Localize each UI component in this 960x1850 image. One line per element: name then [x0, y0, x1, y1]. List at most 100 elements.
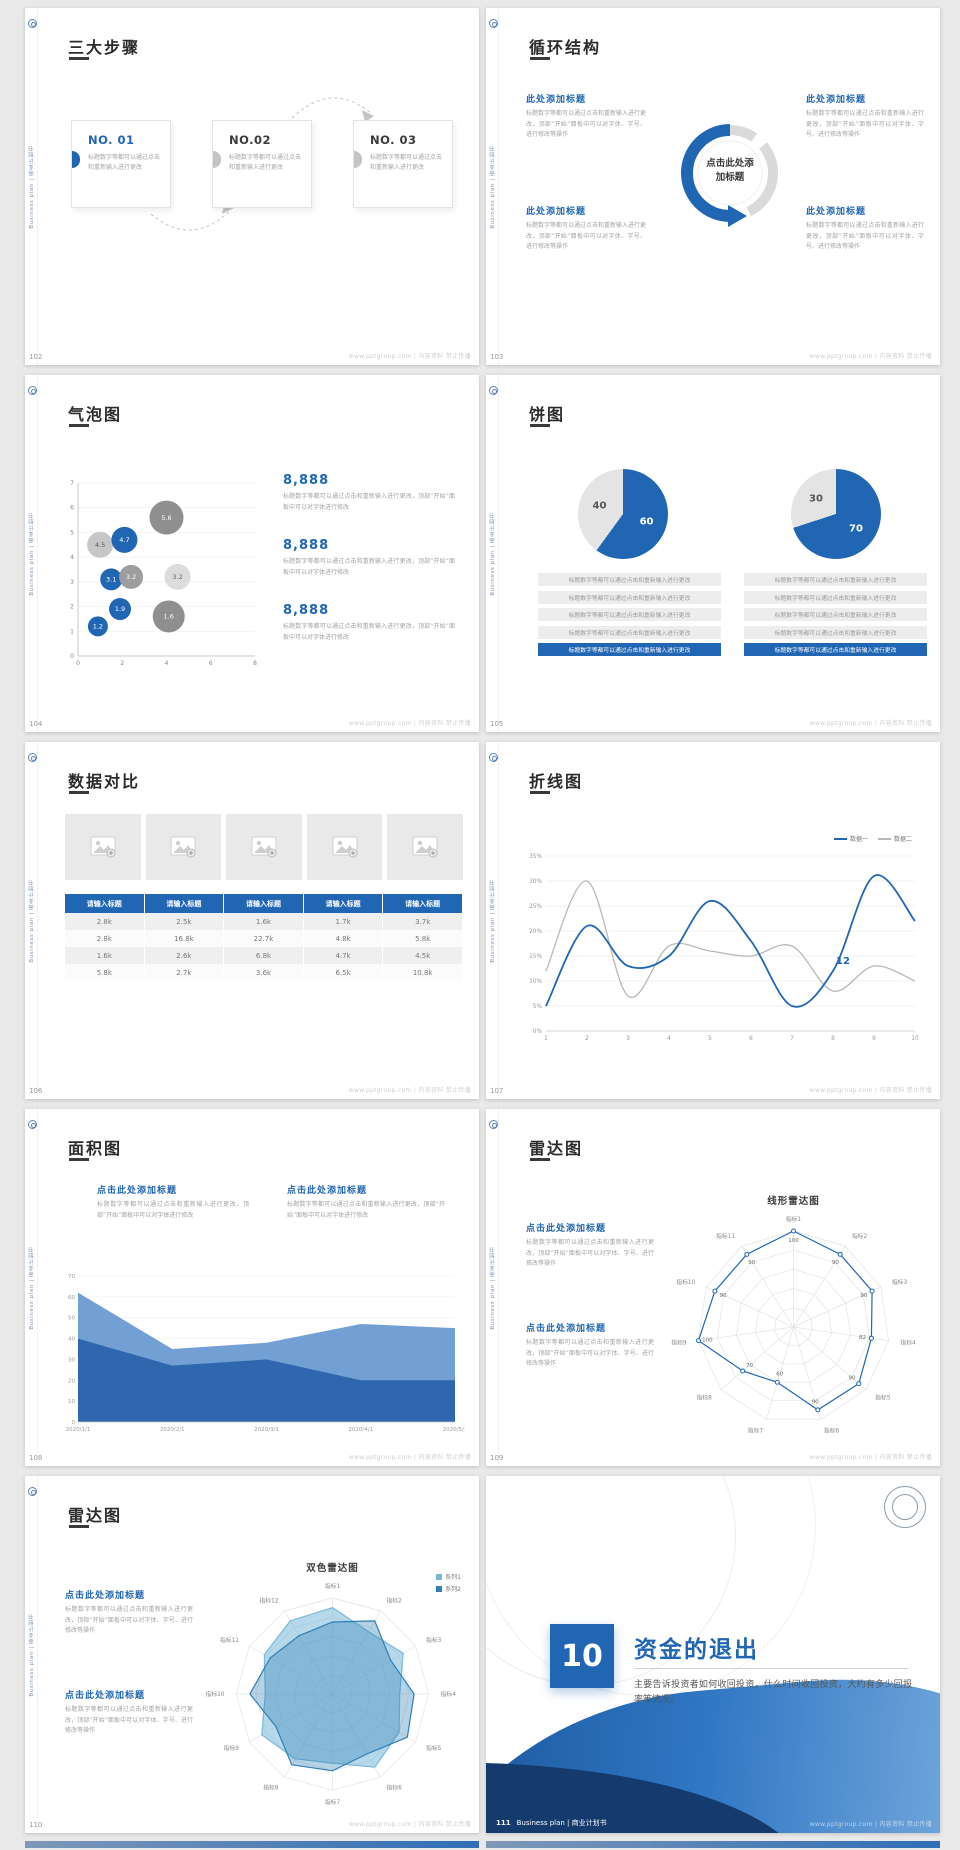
logo-icon — [28, 386, 37, 395]
svg-text:100: 100 — [702, 1337, 713, 1343]
legend-swatch — [877, 837, 891, 840]
svg-text:2020/2/1: 2020/2/1 — [160, 1427, 185, 1433]
svg-text:5: 5 — [708, 1036, 712, 1042]
block-paragraph: 标题数字等都可以通过点击和重新输入进行更改，顶部“开始”面板中可以对字体、字号、… — [526, 222, 647, 250]
slide-106-thumbnail[interactable]: Business plan | 商业计划书 数据对比 请输入标题 请输入标题 请输入… — [25, 742, 479, 1099]
svg-text:指标7: 指标7 — [325, 1798, 341, 1806]
slide-108-thumbnail[interactable]: Business plan | 商业计划书 面积图 点击此处添加标题 标题数字等… — [25, 1109, 479, 1466]
page-number: 110 — [29, 1821, 43, 1829]
block-heading: 此处添加标题 — [526, 207, 587, 217]
cycle-block-top-right: 此处添加标题 标题数字等都可以通过点击和重新输入进行更改，顶部“开始”面板中可以… — [806, 92, 924, 141]
slide-109-thumbnail[interactable]: Business plan | 商业计划书 雷达图 点击此处添加标题 标题数字等… — [486, 1109, 940, 1466]
svg-text:10: 10 — [911, 1036, 919, 1042]
svg-text:50: 50 — [68, 1316, 75, 1322]
steps-row: NO. 01 标题数字等都可以通过点击和重新输入进行更改 NO.02 标题数字等… — [71, 120, 453, 208]
pie-chart-left: 60 40 — [578, 469, 668, 559]
svg-text:指标10: 指标10 — [206, 1690, 225, 1698]
svg-text:6: 6 — [749, 1036, 753, 1042]
slide-side-strip: Business plan | 商业计划书 — [25, 1109, 38, 1466]
title-underline — [530, 791, 550, 794]
svg-text:30%: 30% — [529, 879, 542, 885]
svg-text:60: 60 — [68, 1295, 75, 1301]
slide-107-thumbnail[interactable]: Business plan | 商业计划书 折线图 数据一 数据二 0% 5% 10… — [486, 742, 940, 1099]
step-tab — [354, 151, 362, 168]
line-chart-legend: 数据一 数据二 — [833, 834, 912, 843]
text-row: 标题数字等都可以通过点击和重新输入进行更改 — [538, 573, 721, 586]
svg-text:5%: 5% — [533, 1004, 543, 1010]
university-logo-icon — [884, 1486, 926, 1528]
logo-icon — [28, 19, 37, 28]
title-underline — [69, 1525, 89, 1528]
svg-text:0: 0 — [72, 1420, 76, 1426]
logo-icon — [489, 753, 498, 762]
svg-text:指标2: 指标2 — [387, 1596, 403, 1604]
svg-text:1: 1 — [70, 628, 74, 635]
stat-block-2: 8,888 标题数字等都可以通过点击和重新输入进行更改，顶部“开始”面板中可以对… — [283, 538, 455, 578]
svg-text:指标12: 指标12 — [260, 1596, 279, 1604]
svg-text:20: 20 — [68, 1378, 75, 1384]
logo-icon — [28, 1120, 37, 1129]
step-number: NO.02 — [229, 133, 272, 147]
page-number: 106 — [29, 1087, 43, 1095]
text-row: 标题数字等都可以通过点击和重新输入进行更改 — [538, 625, 721, 639]
page-number: 102 — [29, 353, 43, 361]
slide-title: 折线图 — [529, 772, 584, 791]
cycle-block-bottom-right: 此处添加标题 标题数字等都可以通过点击和重新输入进行更改，顶部“开始”面板中可以… — [806, 204, 924, 253]
logo-icon — [489, 1120, 498, 1129]
slide-104-thumbnail[interactable]: Business plan | 商业计划书 气泡图 0 1 2 3 4 5 6 7 0 2 4 6 8 4… — [25, 375, 479, 732]
slide-111-thumbnail[interactable]: 10 资金的退出 主要告诉投资者如何收回投资，什么时间收回投资，大约有多少回报率… — [486, 1476, 940, 1833]
image-placeholder — [65, 814, 141, 880]
slide-102-thumbnail[interactable]: Business plan | 商业计划书 三大步骤 NO. 01 标题数字等都… — [25, 8, 479, 365]
svg-text:1.9: 1.9 — [115, 605, 125, 613]
cycle-arrows-diagram — [681, 124, 778, 227]
page-number: 104 — [29, 720, 43, 728]
page-number: 103 — [490, 353, 504, 361]
area-heading-block-1: 点击此处添加标题 标题数字等都可以通过点击和重新输入进行更改，顶部“开始”面板中… — [97, 1183, 249, 1221]
radar-text-block-1: 点击此处添加标题 标题数字等都可以通过点击和重新输入进行更改，顶部“开始”面板中… — [526, 1221, 654, 1270]
sidebar-vertical-text: Business plan | 商业计划书 — [29, 144, 35, 229]
slide-103-thumbnail[interactable]: Business plan | 商业计划书 循环结构 此处添加标题 标题数字等都… — [486, 8, 940, 365]
dual-radar-chart: 指标1 指标2 指标3 指标4 指标5 指标6 指标7 指标8 指标9 指标10 指标11 指标12 — [206, 1582, 457, 1806]
sidebar-vertical-text: Business plan | 商业计划书 — [490, 144, 496, 229]
svg-text:15%: 15% — [529, 954, 542, 960]
watermark-text: www.pptgroup.com | 内容资料 禁止传播 — [348, 1087, 471, 1094]
svg-text:2: 2 — [585, 1036, 589, 1042]
section-description: 主要告诉投资者如何收回投资，什么时间收回投资，大约有多少回报率等情况。 — [634, 1680, 912, 1706]
svg-text:100: 100 — [788, 1238, 799, 1244]
stat-paragraph: 标题数字等都可以通过点击和重新输入进行更改，顶部“开始”面板中可以对字体进行修改 — [283, 493, 455, 511]
svg-text:指标11: 指标11 — [220, 1636, 239, 1644]
block-heading: 点击此处添加标题 — [65, 1591, 146, 1601]
image-placeholder-icon — [412, 836, 438, 858]
step-number: NO. 01 — [88, 133, 135, 147]
slide-105-thumbnail[interactable]: Business plan | 商业计划书 饼图 60 40 70 30 标题数字等… — [486, 375, 940, 732]
pie-right-text-rows: 标题数字等都可以通过点击和重新输入进行更改 标题数字等都可以通过点击和重新输入进… — [744, 573, 927, 661]
cycle-block-bottom-left: 此处添加标题 标题数字等都可以通过点击和重新输入进行更改，顶部“开始”面板中可以… — [526, 204, 646, 253]
svg-text:70: 70 — [68, 1274, 75, 1280]
logo-icon — [489, 19, 498, 28]
svg-text:5: 5 — [70, 529, 74, 536]
stat-value: 8,888 — [283, 473, 330, 488]
next-row-slide-edges — [0, 1841, 960, 1848]
svg-text:2020/3/1: 2020/3/1 — [254, 1427, 279, 1433]
svg-text:4: 4 — [667, 1036, 671, 1042]
section-title: 资金的退出 — [634, 1637, 759, 1663]
area-heading-block-2: 点击此处添加标题 标题数字等都可以通过点击和重新输入进行更改，顶部“开始”面板中… — [287, 1183, 445, 1221]
image-placeholder-icon — [251, 836, 277, 858]
svg-text:8: 8 — [831, 1036, 835, 1042]
step-box-2: NO.02 标题数字等都可以通过点击和重新输入进行更改 — [212, 120, 312, 208]
svg-text:指标6: 指标6 — [824, 1427, 840, 1435]
svg-text:指标1: 指标1 — [786, 1215, 802, 1223]
svg-text:82: 82 — [859, 1335, 866, 1341]
title-underline — [69, 1158, 89, 1161]
svg-text:指标2: 指标2 — [852, 1232, 868, 1240]
legend-swatch — [436, 1585, 443, 1592]
svg-text:7: 7 — [790, 1036, 794, 1042]
svg-text:4: 4 — [165, 660, 169, 667]
slide-title: 雷达图 — [68, 1506, 123, 1525]
legend-label: 数据二 — [893, 836, 912, 843]
svg-text:8: 8 — [253, 660, 257, 667]
sidebar-vertical-text: Business plan | 商业计划书 — [29, 511, 35, 596]
slide-title: 气泡图 — [68, 405, 123, 424]
slide-110-thumbnail[interactable]: Business plan | 商业计划书 雷达图 点击此处添加标题 标题数字等… — [25, 1476, 479, 1833]
svg-text:2: 2 — [70, 604, 74, 611]
